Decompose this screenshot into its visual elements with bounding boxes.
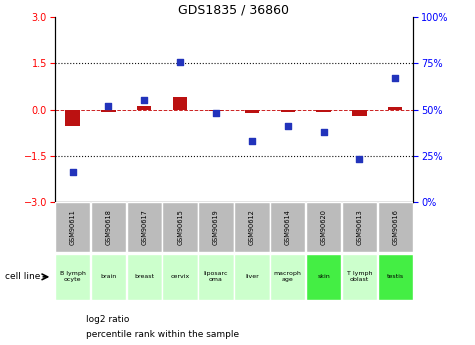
Bar xyxy=(378,254,413,300)
Text: testis: testis xyxy=(387,274,404,279)
Point xyxy=(248,138,256,144)
Text: GSM90620: GSM90620 xyxy=(321,209,327,245)
Bar xyxy=(378,202,413,252)
Bar xyxy=(126,202,162,252)
Bar xyxy=(173,97,187,110)
Point xyxy=(212,110,220,116)
Text: skin: skin xyxy=(317,274,330,279)
Text: GSM90616: GSM90616 xyxy=(392,209,399,245)
Text: brain: brain xyxy=(100,274,116,279)
Text: GSM90611: GSM90611 xyxy=(69,209,76,245)
Bar xyxy=(342,202,377,252)
Point xyxy=(176,59,184,64)
Bar xyxy=(198,254,234,300)
Bar xyxy=(162,202,198,252)
Bar xyxy=(162,254,198,300)
Bar xyxy=(209,110,223,111)
Point xyxy=(391,76,399,81)
Bar xyxy=(198,202,234,252)
Point xyxy=(104,103,112,109)
Bar xyxy=(234,254,270,300)
Text: macroph
age: macroph age xyxy=(274,272,302,282)
Bar xyxy=(137,107,152,110)
Bar xyxy=(281,110,295,112)
Bar xyxy=(306,254,342,300)
Text: cervix: cervix xyxy=(171,274,190,279)
Bar xyxy=(91,254,126,300)
Text: GSM90614: GSM90614 xyxy=(285,209,291,245)
Point xyxy=(141,98,148,103)
Text: liposarc
oma: liposarc oma xyxy=(204,272,228,282)
Bar xyxy=(388,107,402,110)
Bar xyxy=(316,110,331,112)
Bar xyxy=(66,110,80,127)
Point xyxy=(284,124,292,129)
Text: breast: breast xyxy=(134,274,154,279)
Text: log2 ratio: log2 ratio xyxy=(86,315,129,324)
Bar xyxy=(101,110,115,112)
Text: GSM90617: GSM90617 xyxy=(141,209,147,245)
Bar xyxy=(245,110,259,113)
Point xyxy=(320,129,327,135)
Text: GSM90612: GSM90612 xyxy=(249,209,255,245)
Text: GSM90613: GSM90613 xyxy=(356,209,362,245)
Bar xyxy=(342,254,377,300)
Bar xyxy=(306,202,342,252)
Text: percentile rank within the sample: percentile rank within the sample xyxy=(86,330,238,339)
Bar xyxy=(55,254,90,300)
Text: GSM90619: GSM90619 xyxy=(213,209,219,245)
Bar xyxy=(234,202,270,252)
Bar xyxy=(126,254,162,300)
Point xyxy=(69,169,76,175)
Title: GDS1835 / 36860: GDS1835 / 36860 xyxy=(179,3,289,16)
Text: GSM90618: GSM90618 xyxy=(105,209,112,245)
Bar xyxy=(270,202,305,252)
Bar xyxy=(55,202,90,252)
Text: T lymph
oblast: T lymph oblast xyxy=(347,272,372,282)
Text: GSM90615: GSM90615 xyxy=(177,209,183,245)
Bar xyxy=(270,254,305,300)
Bar xyxy=(91,202,126,252)
Text: cell line: cell line xyxy=(5,272,40,282)
Bar xyxy=(352,110,367,116)
Point xyxy=(356,157,363,162)
Text: liver: liver xyxy=(245,274,259,279)
Text: B lymph
ocyte: B lymph ocyte xyxy=(60,272,86,282)
